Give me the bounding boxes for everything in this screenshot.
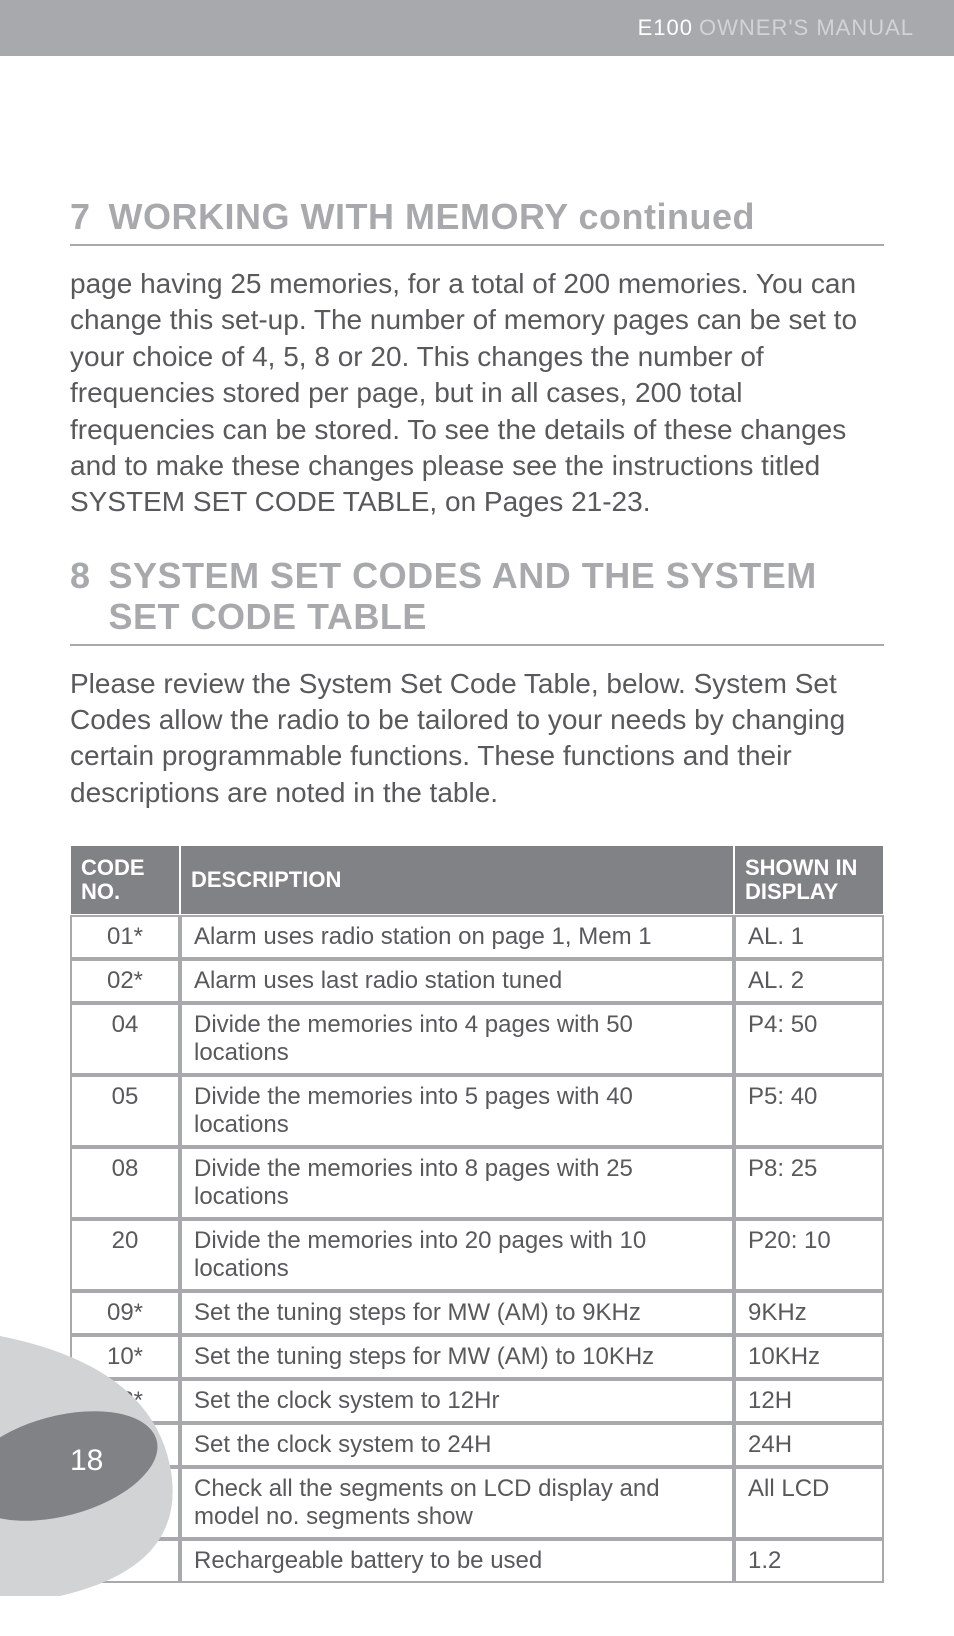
- header-bar: E100 OWNER'S MANUAL: [0, 0, 954, 56]
- cell-shown: P4: 50: [734, 1003, 884, 1075]
- cell-shown: 10KHz: [734, 1335, 884, 1379]
- cell-description: Alarm uses radio station on page 1, Mem …: [180, 915, 734, 959]
- cell-shown: All LCD: [734, 1467, 884, 1539]
- cell-shown: P5: 40: [734, 1075, 884, 1147]
- cell-description: Divide the memories into 8 pages with 25…: [180, 1147, 734, 1219]
- cell-code: 08: [70, 1147, 180, 1219]
- section-7-body: page having 25 memories, for a total of …: [70, 266, 884, 521]
- table-row: 05Divide the memories into 5 pages with …: [70, 1075, 884, 1147]
- th-shown: SHOWN IN DISPLAY: [734, 845, 884, 915]
- cell-description: Divide the memories into 5 pages with 40…: [180, 1075, 734, 1147]
- section-7-heading: 7 WORKING WITH MEMORY continued: [70, 196, 884, 246]
- th-description: DESCRIPTION: [180, 845, 734, 915]
- cell-description: Set the clock system to 12Hr: [180, 1379, 734, 1423]
- section-8-heading: 8 SYSTEM SET CODES AND THE SYSTEM SET CO…: [70, 555, 884, 646]
- cell-code: 02*: [70, 959, 180, 1003]
- section-7-title: WORKING WITH MEMORY continued: [109, 196, 755, 238]
- cell-shown: 12H: [734, 1379, 884, 1423]
- page-number: 18: [70, 1444, 103, 1478]
- table-header-row: CODE NO. DESCRIPTION SHOWN IN DISPLAY: [70, 845, 884, 915]
- cell-shown: P8: 25: [734, 1147, 884, 1219]
- cell-description: Check all the segments on LCD display an…: [180, 1467, 734, 1539]
- cell-shown: AL. 1: [734, 915, 884, 959]
- cell-shown: 9KHz: [734, 1291, 884, 1335]
- table-row: 08Divide the memories into 8 pages with …: [70, 1147, 884, 1219]
- table-row: 04Divide the memories into 4 pages with …: [70, 1003, 884, 1075]
- cell-shown: 24H: [734, 1423, 884, 1467]
- table-row: 09*Set the tuning steps for MW (AM) to 9…: [70, 1291, 884, 1335]
- header-title: OWNER'S MANUAL: [699, 15, 914, 41]
- section-8-title: SYSTEM SET CODES AND THE SYSTEM SET CODE…: [109, 555, 884, 638]
- header-product: E100: [638, 15, 693, 41]
- cell-description: Set the tuning steps for MW (AM) to 9KHz: [180, 1291, 734, 1335]
- cell-description: Set the tuning steps for MW (AM) to 10KH…: [180, 1335, 734, 1379]
- cell-code: 05: [70, 1075, 180, 1147]
- cell-description: Set the clock system to 24H: [180, 1423, 734, 1467]
- page-number-badge: 18: [0, 1336, 220, 1596]
- table-row: 01*Alarm uses radio station on page 1, M…: [70, 915, 884, 959]
- cell-code: 20: [70, 1219, 180, 1291]
- cell-description: Divide the memories into 4 pages with 50…: [180, 1003, 734, 1075]
- table-row: 02*Alarm uses last radio station tunedAL…: [70, 959, 884, 1003]
- table-row: 20Divide the memories into 20 pages with…: [70, 1219, 884, 1291]
- cell-description: Rechargeable battery to be used: [180, 1539, 734, 1583]
- cell-description: Alarm uses last radio station tuned: [180, 959, 734, 1003]
- section-7-number: 7: [70, 196, 91, 238]
- cell-shown: AL. 2: [734, 959, 884, 1003]
- cell-shown: 1.2: [734, 1539, 884, 1583]
- cell-description: Divide the memories into 20 pages with 1…: [180, 1219, 734, 1291]
- cell-shown: P20: 10: [734, 1219, 884, 1291]
- th-code: CODE NO.: [70, 845, 180, 915]
- section-8-number: 8: [70, 555, 91, 638]
- cell-code: 01*: [70, 915, 180, 959]
- cell-code: 09*: [70, 1291, 180, 1335]
- cell-code: 04: [70, 1003, 180, 1075]
- section-8-body: Please review the System Set Code Table,…: [70, 666, 884, 812]
